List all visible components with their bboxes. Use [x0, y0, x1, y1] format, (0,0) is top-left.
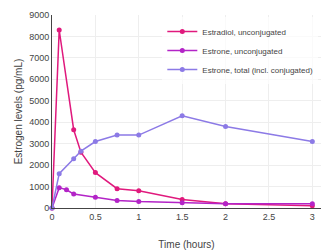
svg-text:Estradiol, unconjugated: Estradiol, unconjugated [202, 28, 286, 37]
svg-text:0: 0 [44, 203, 49, 213]
svg-text:9000: 9000 [29, 10, 49, 20]
svg-text:7000: 7000 [29, 53, 49, 63]
svg-text:1: 1 [136, 212, 141, 222]
svg-text:2.5: 2.5 [263, 212, 276, 222]
svg-text:2: 2 [223, 212, 228, 222]
svg-text:5000: 5000 [29, 96, 49, 106]
svg-text:6000: 6000 [29, 74, 49, 84]
svg-text:Estrone, total (incl. conjugat: Estrone, total (incl. conjugated) [202, 66, 313, 75]
svg-text:1000: 1000 [29, 182, 49, 192]
svg-text:2000: 2000 [29, 160, 49, 170]
svg-text:3: 3 [310, 212, 315, 222]
svg-text:3000: 3000 [29, 139, 49, 149]
svg-text:4000: 4000 [29, 117, 49, 127]
svg-text:Estrone, unconjugated: Estrone, unconjugated [202, 47, 282, 56]
svg-text:1.5: 1.5 [176, 212, 189, 222]
svg-text:0: 0 [49, 212, 54, 222]
svg-text:Time (hours): Time (hours) [158, 239, 214, 250]
svg-text:0.5: 0.5 [89, 212, 102, 222]
svg-text:8000: 8000 [29, 32, 49, 42]
svg-text:Estrogen levels (pg/mL): Estrogen levels (pg/mL) [13, 59, 24, 165]
